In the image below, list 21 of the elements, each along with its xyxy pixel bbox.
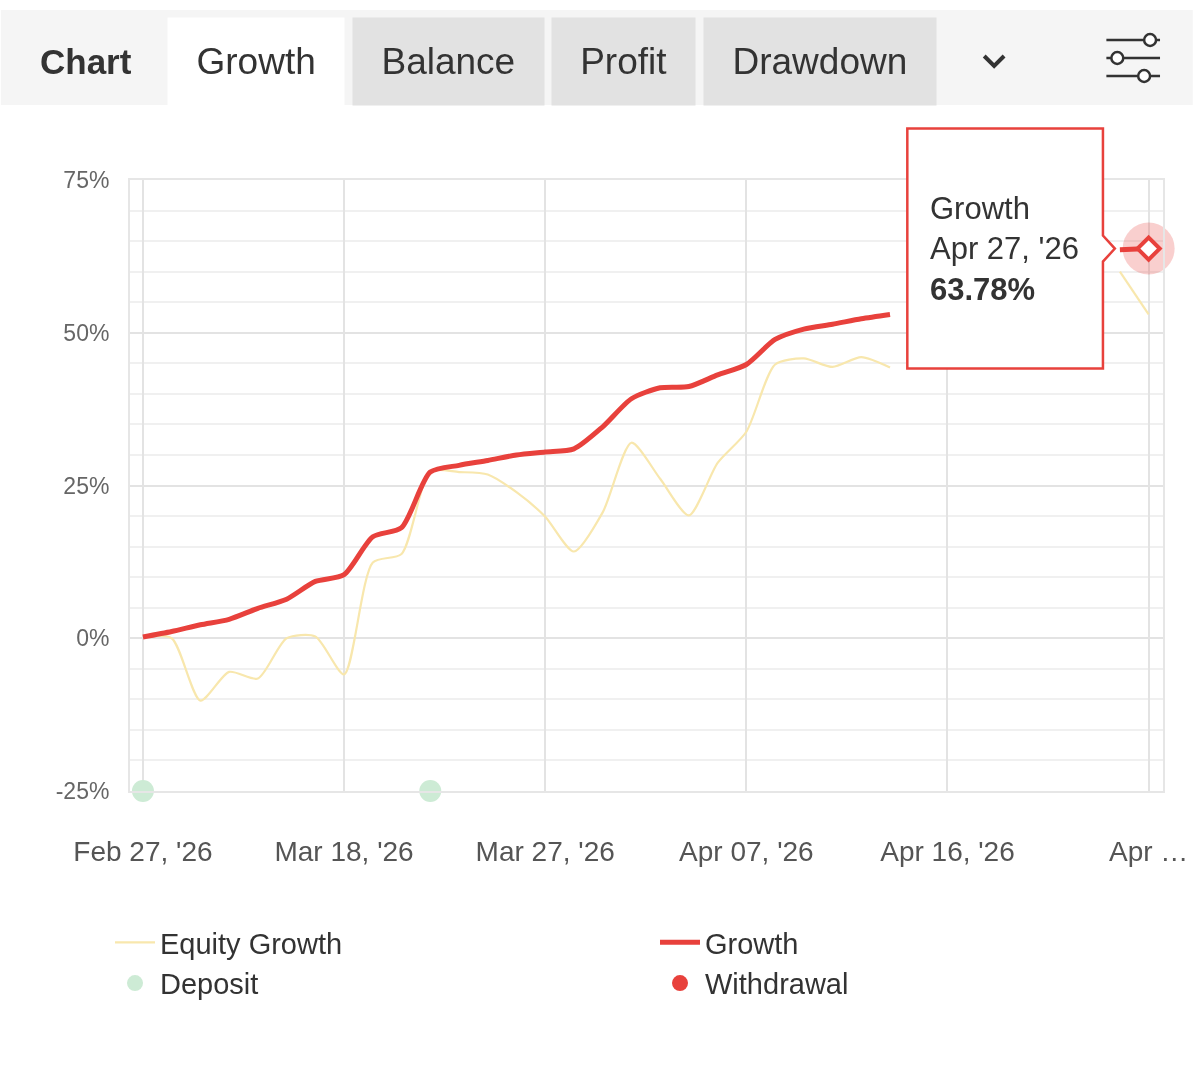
x-tick-label: Apr …: [1108, 835, 1189, 867]
text: Growth: [196, 41, 316, 82]
y-tick-label: 0%: [76, 625, 110, 652]
annotation: Growth Apr 27, '26 63.78%: [930, 191, 1079, 307]
text: Profit: [580, 41, 668, 82]
text: Balance: [381, 41, 516, 82]
x-tick-label: Mar 27, '26: [475, 835, 615, 867]
text: Drawdown: [732, 41, 908, 82]
legend-label: Withdrawal: [705, 968, 849, 1001]
legend-label: Equity Growth: [160, 927, 343, 960]
y-tick-label: -25%: [55, 778, 110, 805]
legend-label: Deposit: [160, 968, 259, 1001]
chart-title: Chart: [40, 42, 132, 82]
x-tick-label: Apr 16, '26: [880, 835, 1015, 867]
x-tick-label: Feb 27, '26: [73, 835, 213, 867]
y-tick-label: 25%: [63, 472, 110, 499]
y-tick-label: 75%: [63, 167, 110, 194]
legend-label: Growth: [705, 927, 799, 960]
y-tick-label: 50%: [63, 319, 110, 346]
x-tick-label: Apr 07, '26: [679, 835, 814, 867]
x-tick-label: Mar 18, '26: [274, 835, 414, 867]
